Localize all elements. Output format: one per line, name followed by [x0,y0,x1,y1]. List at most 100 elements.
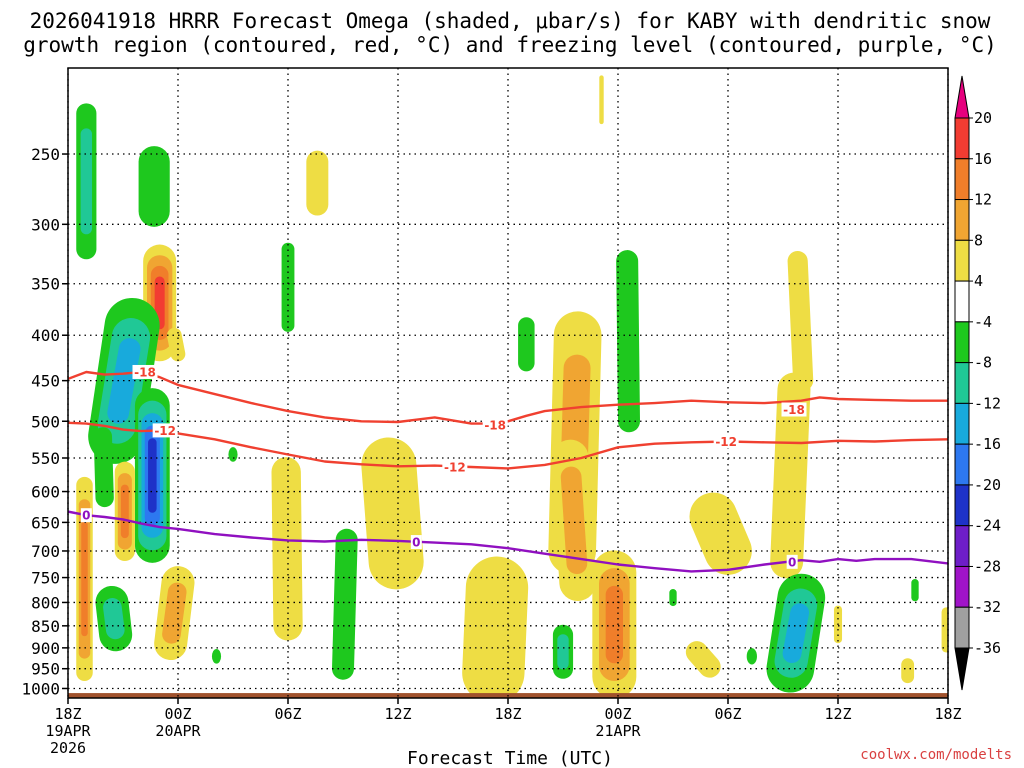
omega-shading [76,75,948,698]
omega-blob-19 [211,649,222,664]
omega-blob-27 [685,641,721,678]
omega-blob-30 [770,372,811,579]
minus-18-isotherm-label-2: -18 [783,403,805,417]
x-tick-label-48-line-1: 18Z [934,705,961,723]
freezing-level-label-1: 0 [412,536,420,550]
omega-blob-28-level-0 [746,648,757,665]
colorbar: 20 16 12 8 4 -4 -8 -12 -16 -20 -24 -28 -32 -36 [954,75,1001,691]
freezing-level-label-bg-2 [786,554,798,569]
omega-blob-7-level-0 [616,250,640,433]
colorbar-label-10: -24 [974,517,1001,535]
y-tick-label-850: 850 [31,617,60,636]
title-line-2: growth region (contoured, red, °C) and f… [23,33,997,57]
colorbar-bin-8 [954,402,970,445]
minus-12-isotherm: -12 -12 -12 [68,421,948,475]
colorbar-label-7: -12 [974,394,1001,412]
freezing-level-label-2: 0 [788,555,796,569]
colorbar-label-13: -36 [974,639,1001,657]
omega-blob-17-level-1 [162,582,187,644]
colorbar-label-12: -32 [974,598,1001,616]
omega-blob-30-level-0 [770,372,811,579]
x-tick-label-0-line-1: 18Z [54,705,81,723]
omega-blob-13-level-0 [228,447,238,462]
colorbar-label-11: -28 [974,557,1001,575]
omega-blob-19-level-0 [211,649,222,664]
y-tick-label-600: 600 [31,483,60,502]
minus-12-isotherm-line [68,421,948,470]
colorbar-label-8: -16 [974,435,1001,453]
colorbar-label-9: -20 [974,476,1001,494]
x-tick-label-6-line-2: 20APR [155,722,201,740]
colorbar-label-4: 4 [974,272,983,290]
minus-12-isotherm-label-bg-0 [152,423,178,438]
colorbar-bin-10 [954,484,970,527]
colorbar-bin-13 [954,606,970,649]
omega-blob-14 [271,457,303,641]
colorbar-bin-11 [954,525,970,567]
minus-18-isotherm-label-bg-0 [132,364,158,379]
omega-blob-17 [154,566,195,661]
minus-18-isotherm-label-0: -18 [134,365,156,379]
colorbar-label-3: 8 [974,231,983,249]
colorbar-bin-2 [954,158,970,201]
omega-blob-22-level-1 [560,466,588,575]
colorbar-label-5: -4 [974,313,992,331]
freezing-level: 0 0 0 [68,508,948,573]
omega-blob-18-level-1 [103,598,125,640]
omega-blob-26-level-0 [689,492,752,575]
omega-blob-9-level-0 [93,427,114,508]
x-tick-label-0-line-3: 2026 [50,739,86,757]
temperature-contours: -18 -18 -18 -12 -12 -12 0 0 0 [68,364,948,573]
x-tick-label-24-line-1: 18Z [494,705,521,723]
credit-text: coolwx.com/modelts [860,747,1012,763]
omega-blob-31 [766,573,826,693]
omega-blob-27-level-0 [685,641,721,678]
omega-blob-31-level-2 [782,603,810,664]
x-tick-label-18-line-1: 12Z [384,705,411,723]
omega-blob-22 [551,439,597,602]
omega-blob-13 [228,447,238,462]
omega-blob-4-level-0 [166,327,186,362]
omega-blob-7 [616,250,640,433]
x-tick-label-36-line-1: 06Z [714,705,741,723]
omega-blob-20-level-0 [462,556,529,698]
minus-18-isotherm-line [68,370,948,425]
colorbar-bin-14 [954,647,970,691]
y-tick-label-950: 950 [31,660,60,679]
minus-18-isotherm-label-bg-1 [482,418,508,433]
colorbar-bin-6 [954,321,970,364]
x-tick-label-12-line-1: 06Z [274,705,301,723]
omega-blob-16-level-0 [361,437,424,590]
freezing-level-label-bg-1 [410,535,422,550]
x-tick-label-42-line-1: 12Z [824,705,851,723]
omega-blob-4 [166,327,186,362]
y-tick-label-500: 500 [31,412,60,431]
freezing-level-line [68,510,948,573]
omega-blob-14-level-0 [271,457,303,641]
title-line-1: 2026041918 HRRR Forecast Omega (shaded, … [30,9,991,33]
freezing-level-label-bg-0 [80,508,92,523]
colorbar-bin-5 [954,280,970,323]
y-tick-label-300: 300 [31,215,60,234]
x-tick-label-30-line-1: 00Z [604,705,631,723]
y-tick-label-550: 550 [31,449,60,468]
chart-title: 2026041918 HRRR Forecast Omega (shaded, … [23,9,997,57]
omega-blob-26 [689,492,752,575]
colorbar-bin-3 [954,199,970,241]
colorbar-label-2: 12 [974,191,992,209]
colorbar-label-6: -8 [974,354,992,372]
y-tick-label-350: 350 [31,275,60,294]
omega-blob-28 [746,648,757,665]
minus-12-isotherm-label-bg-1 [442,460,468,475]
minus-12-isotherm-label-1: -12 [444,461,466,475]
freezing-level-label-0: 0 [82,509,90,523]
colorbar-bin-4 [954,239,970,282]
y-tick-label-700: 700 [31,542,60,561]
omega-blob-15 [332,528,358,680]
colorbar-bin-12 [954,565,970,608]
colorbar-bin-9 [954,443,970,486]
minus-12-isotherm-label-bg-2 [713,434,739,449]
minus-18-isotherm: -18 -18 -18 [68,364,948,433]
